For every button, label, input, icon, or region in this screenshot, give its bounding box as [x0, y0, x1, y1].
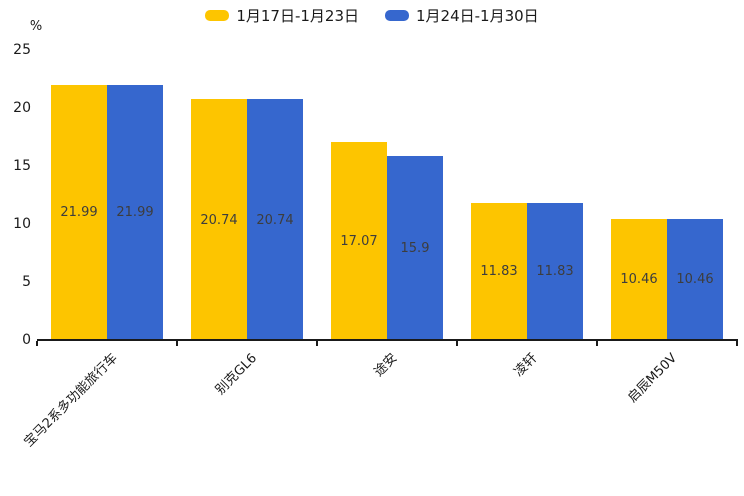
x-tick-mark-0	[36, 341, 38, 346]
x-tick-mark-1	[176, 341, 178, 346]
bar-series1-凌轩	[527, 202, 583, 340]
bar-series1-别克GL6	[247, 99, 303, 340]
bar-value-label-series0-宝马2系多功能旅行车: 21.99	[60, 205, 98, 221]
y-tick-label-20: 20	[13, 100, 31, 116]
bar-series1-启辰M50V	[667, 218, 723, 340]
bar-series0-别克GL6	[191, 99, 247, 340]
x-tick-mark-3	[456, 341, 458, 346]
bar-series0-启辰M50V	[611, 218, 667, 340]
category-label-启辰M50V: 启辰M50V	[625, 350, 681, 406]
legend-item-0: 1月17日-1月23日	[205, 5, 359, 26]
legend-label-0: 1月17日-1月23日	[236, 6, 359, 25]
bar-value-label-series1-宝马2系多功能旅行车: 21.99	[116, 205, 154, 221]
legend-swatch-1	[385, 9, 409, 21]
bar-value-label-series1-别克GL6: 20.74	[256, 212, 294, 228]
y-tick-label-15: 15	[13, 158, 31, 174]
y-tick-label-25: 25	[13, 42, 31, 58]
x-axis-line	[37, 339, 738, 341]
legend-item-1: 1月24日-1月30日	[385, 5, 539, 26]
bar-value-label-series0-别克GL6: 20.74	[200, 212, 238, 228]
bar-series1-宝马2系多功能旅行车	[107, 84, 163, 340]
x-tick-mark-5	[736, 341, 738, 346]
category-label-宝马2系多功能旅行车: 宝马2系多功能旅行车	[21, 350, 121, 451]
bar-value-label-series0-启辰M50V: 10.46	[620, 272, 658, 288]
category-label-途安: 途安	[371, 350, 401, 380]
y-tick-label-10: 10	[13, 216, 31, 232]
bar-value-label-series1-启辰M50V: 10.46	[676, 272, 714, 288]
bar-series0-宝马2系多功能旅行车	[51, 84, 107, 340]
bar-series0-凌轩	[471, 202, 527, 340]
bar-value-label-series1-途安: 15.9	[400, 240, 430, 256]
bar-value-label-series0-途安: 17.07	[340, 233, 378, 249]
x-tick-mark-4	[596, 341, 598, 346]
category-label-凌轩: 凌轩	[511, 350, 541, 380]
x-tick-mark-2	[316, 341, 318, 346]
y-tick-label-5: 5	[22, 274, 31, 290]
legend-label-1: 1月24日-1月30日	[416, 6, 539, 25]
bar-series1-途安	[387, 155, 443, 340]
y-tick-label-0: 0	[22, 332, 31, 348]
category-label-别克GL6: 别克GL6	[213, 350, 261, 398]
bar-value-label-series0-凌轩: 11.83	[480, 264, 518, 280]
legend-swatch-0	[205, 9, 230, 21]
y-axis-unit-label: %	[29, 19, 43, 34]
bar-series0-途安	[331, 141, 387, 340]
legend: 1月17日-1月23日 1月24日-1月30日	[0, 4, 744, 26]
bar-value-label-series1-凌轩: 11.83	[536, 264, 574, 280]
